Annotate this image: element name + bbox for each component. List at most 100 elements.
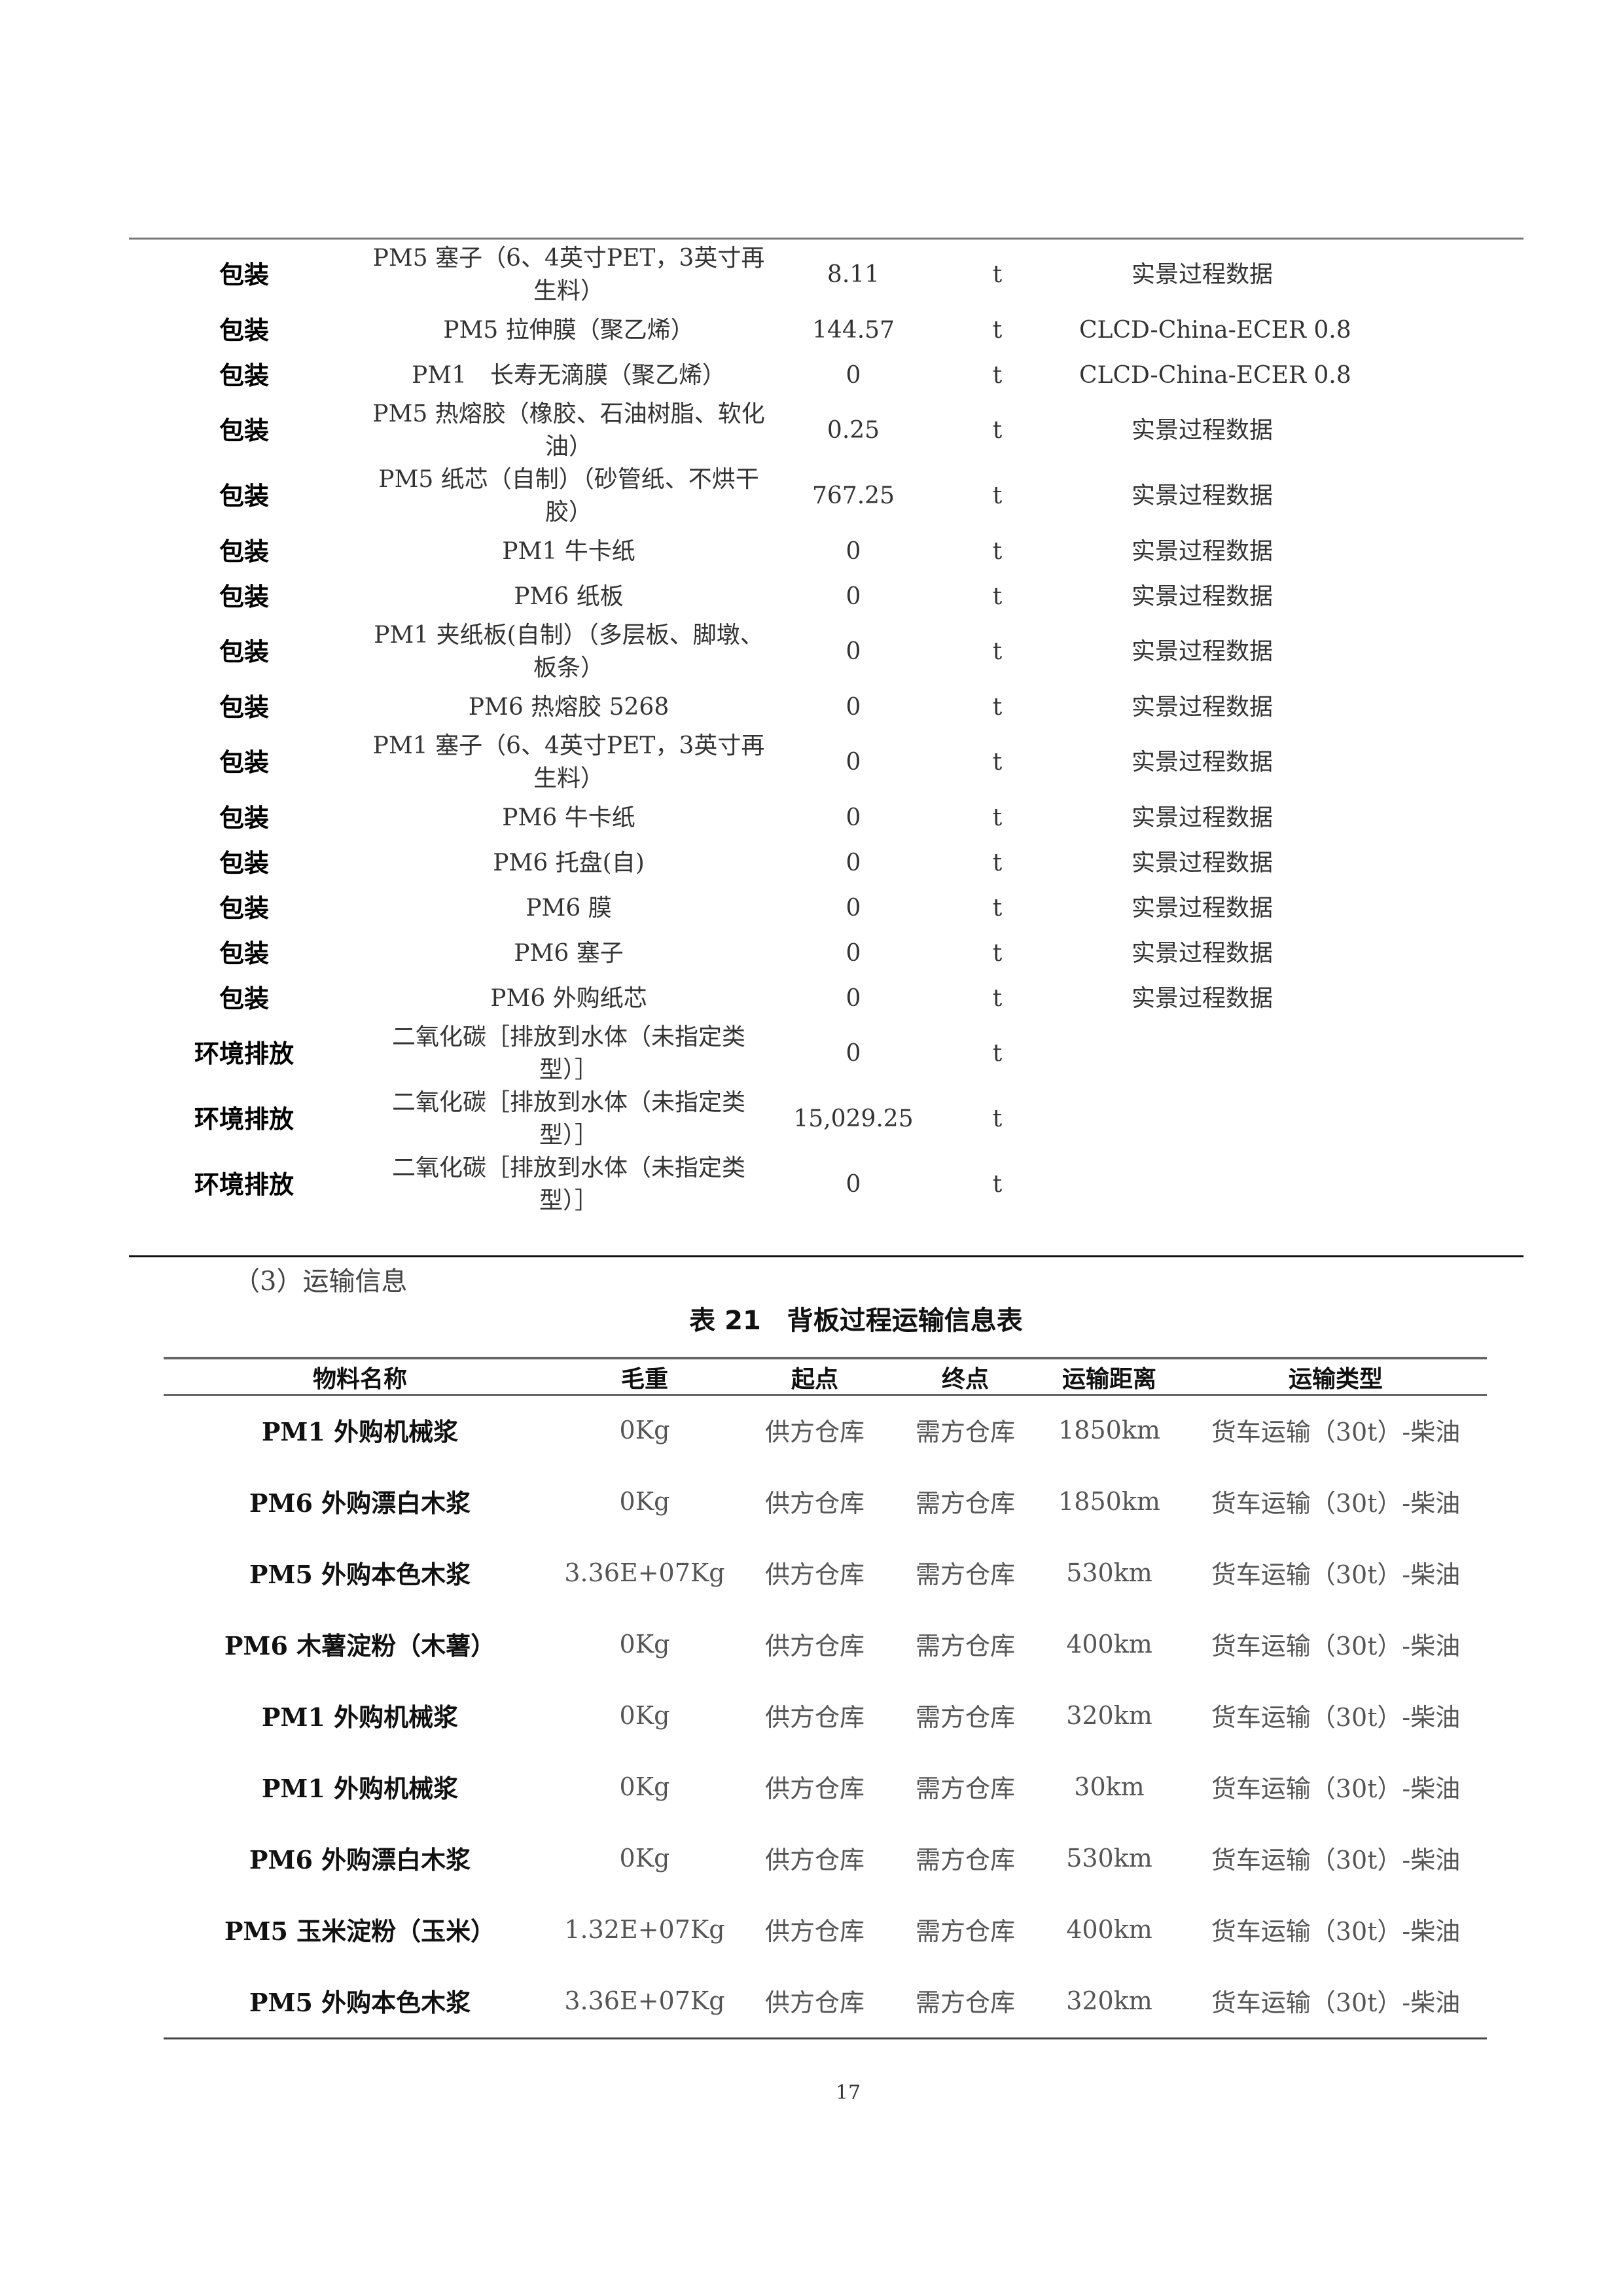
transport-row: PM1 外购机械浆 0Kg 供方仓库 需方仓库 30km 货车运输（30t）-柴油: [164, 1751, 1487, 1822]
column-header: 终点: [941, 1366, 989, 1393]
transport-type-cell: 货车运输（30t）-柴油: [1211, 1418, 1461, 1446]
amount-cell: 0.25: [827, 417, 880, 444]
origin-cell: 供方仓库: [764, 1846, 865, 1874]
name-cell: PM6 托盘(自): [493, 849, 645, 876]
column-header: 起点: [791, 1366, 838, 1393]
source-cell: 实景过程数据: [1132, 638, 1274, 665]
amount-cell: 0: [846, 638, 861, 665]
unit-cell: t: [992, 583, 1003, 610]
source-cell: 实景过程数据: [1132, 583, 1274, 610]
transport-type-cell: 货车运输（30t）-柴油: [1211, 1632, 1461, 1660]
source-cell: 实景过程数据: [1132, 693, 1274, 721]
amount-cell: 0: [846, 361, 861, 389]
inventory-row: 包装 PM1 塞子（6、4英寸PET，3英寸再生料） 0 t 实景过程数据: [129, 730, 1590, 795]
source-cell: 实景过程数据: [1132, 849, 1274, 876]
origin-cell: 供方仓库: [764, 1917, 865, 1946]
amount-cell: 0: [846, 537, 861, 565]
unit-cell: t: [992, 417, 1003, 444]
unit-cell: t: [992, 693, 1003, 721]
source-cell: 实景过程数据: [1132, 537, 1274, 565]
amount-cell: 15,029.25: [793, 1105, 914, 1132]
distance-cell: 1850km: [1058, 1415, 1160, 1444]
name-cell: PM6 牛卡纸: [502, 804, 635, 831]
source-cell: [1066, 1021, 1590, 1086]
name-cell: PM6 塞子: [514, 939, 624, 967]
transport-header-rule: [164, 1394, 1487, 1396]
material-cell: PM1 外购机械浆: [261, 1417, 459, 1446]
destination-cell: 需方仓库: [915, 1703, 1015, 1732]
unit-cell: t: [992, 316, 1003, 344]
inventory-row: 包装 PM6 外购纸芯 0 t 实景过程数据: [129, 976, 1590, 1021]
amount-cell: 0: [846, 583, 861, 610]
name-cell: PM6 热熔胶 5268: [468, 693, 669, 721]
distance-cell: 320km: [1066, 1700, 1152, 1730]
name-cell: 二氧化碳［排放到水体（未指定类型）］: [391, 1089, 745, 1149]
name-cell: PM5 拉伸膜（聚乙烯）: [443, 316, 694, 344]
weight-cell: 0Kg: [619, 1415, 670, 1444]
weight-cell: 0Kg: [619, 1772, 670, 1801]
name-cell: PM1 塞子（6、4英寸PET，3英寸再生料）: [372, 732, 765, 792]
amount-cell: 0: [846, 894, 861, 922]
inventory-row: 包装 PM6 膜 0 t 实景过程数据: [129, 886, 1590, 931]
material-cell: PM5 外购本色木浆: [249, 1560, 471, 1589]
amount-cell: 0: [846, 693, 861, 721]
source-cell: 实景过程数据: [1132, 482, 1274, 509]
source-cell: 实景过程数据: [1132, 804, 1274, 831]
inventory-table: 包装 PM5 塞子（6、4英寸PET，3英寸再生料） 8.11 t 实景过程数据 包装 PM…: [129, 242, 1590, 1217]
transport-row: PM6 外购漂白木浆 0Kg 供方仓库 需方仓库 530km 货车运输（30t）-柴油: [164, 1822, 1487, 1893]
material-cell: PM5 玉米淀粉（玉米）: [224, 1916, 496, 1946]
column-header: 运输距离: [1061, 1366, 1156, 1393]
amount-cell: 0: [846, 939, 861, 967]
unit-cell: t: [992, 749, 1003, 776]
weight-cell: 0Kg: [619, 1629, 670, 1659]
inventory-row: 环境排放 二氧化碳［排放到水体（未指定类型）］ 0 t: [129, 1152, 1590, 1217]
unit-cell: t: [992, 939, 1003, 967]
category-cell: 包装: [219, 848, 269, 878]
inventory-row: 包装 PM5 热熔胶（橡胶、石油树脂、软化油） 0.25 t 实景过程数据: [129, 398, 1590, 463]
transport-row: PM5 外购本色木浆 3.36E+07Kg 供方仓库 需方仓库 530km 货车运输（30…: [164, 1537, 1487, 1608]
unit-cell: t: [992, 1105, 1003, 1132]
unit-cell: t: [992, 261, 1003, 288]
transport-row: PM5 玉米淀粉（玉米） 1.32E+07Kg 供方仓库 需方仓库 400km 货车运输（…: [164, 1893, 1487, 1965]
category-cell: 包装: [219, 637, 269, 666]
transport-type-cell: 货车运输（30t）-柴油: [1211, 1988, 1461, 2017]
transport-row: PM1 外购机械浆 0Kg 供方仓库 需方仓库 320km 货车运输（30t）-柴油: [164, 1679, 1487, 1751]
name-cell: PM6 纸板: [514, 583, 624, 610]
transport-table: 物料名称 毛重 起点 终点 运输距离 运输类型 PM1 外购机械浆 0Kg 供方仓库 需方仓库 1…: [164, 1360, 1487, 2036]
material-cell: PM6 木薯淀粉（木薯）: [224, 1631, 496, 1660]
transport-type-cell: 货车运输（30t）-柴油: [1211, 1703, 1461, 1732]
unit-cell: t: [992, 361, 1003, 389]
material-cell: PM6 外购漂白木浆: [249, 1488, 471, 1518]
destination-cell: 需方仓库: [915, 1560, 1015, 1589]
category-cell: 包装: [219, 537, 269, 566]
transport-row: PM1 外购机械浆 0Kg 供方仓库 需方仓库 1850km 货车运输（30t）-柴油: [164, 1394, 1487, 1465]
origin-cell: 供方仓库: [764, 1632, 865, 1660]
amount-cell: 0: [846, 849, 861, 876]
inventory-row: 环境排放 二氧化碳［排放到水体（未指定类型）］ 0 t: [129, 1021, 1590, 1086]
section-heading: （3）运输信息: [234, 1266, 408, 1297]
name-cell: 二氧化碳［排放到水体（未指定类型）］: [391, 1024, 745, 1083]
transport-header-row: 物料名称 毛重 起点 终点 运输距离 运输类型: [164, 1360, 1487, 1394]
material-cell: PM6 外购漂白木浆: [249, 1845, 471, 1874]
unit-cell: t: [992, 984, 1003, 1012]
distance-cell: 530km: [1066, 1558, 1152, 1587]
column-header: 物料名称: [312, 1366, 407, 1393]
amount-cell: 0: [846, 984, 861, 1012]
inventory-row: 包装 PM6 热熔胶 5268 0 t 实景过程数据: [129, 685, 1590, 730]
origin-cell: 供方仓库: [764, 1988, 865, 2017]
source-cell: 实景过程数据: [1132, 939, 1274, 967]
weight-cell: 1.32E+07Kg: [564, 1914, 725, 1944]
origin-cell: 供方仓库: [764, 1774, 865, 1803]
inventory-row: 包装 PM1 长寿无滴膜（聚乙烯） 0 t CLCD-China-ECER 0.8: [129, 353, 1590, 398]
destination-cell: 需方仓库: [915, 1988, 1015, 2017]
unit-cell: t: [992, 894, 1003, 922]
destination-cell: 需方仓库: [915, 1632, 1015, 1660]
amount-cell: 0: [846, 1040, 861, 1067]
unit-cell: t: [992, 1171, 1003, 1198]
destination-cell: 需方仓库: [915, 1917, 1015, 1946]
category-cell: 包装: [219, 748, 269, 777]
category-cell: 包装: [219, 803, 269, 833]
destination-cell: 需方仓库: [915, 1846, 1015, 1874]
category-cell: 包装: [219, 582, 269, 611]
transport-type-cell: 货车运输（30t）-柴油: [1211, 1774, 1461, 1803]
